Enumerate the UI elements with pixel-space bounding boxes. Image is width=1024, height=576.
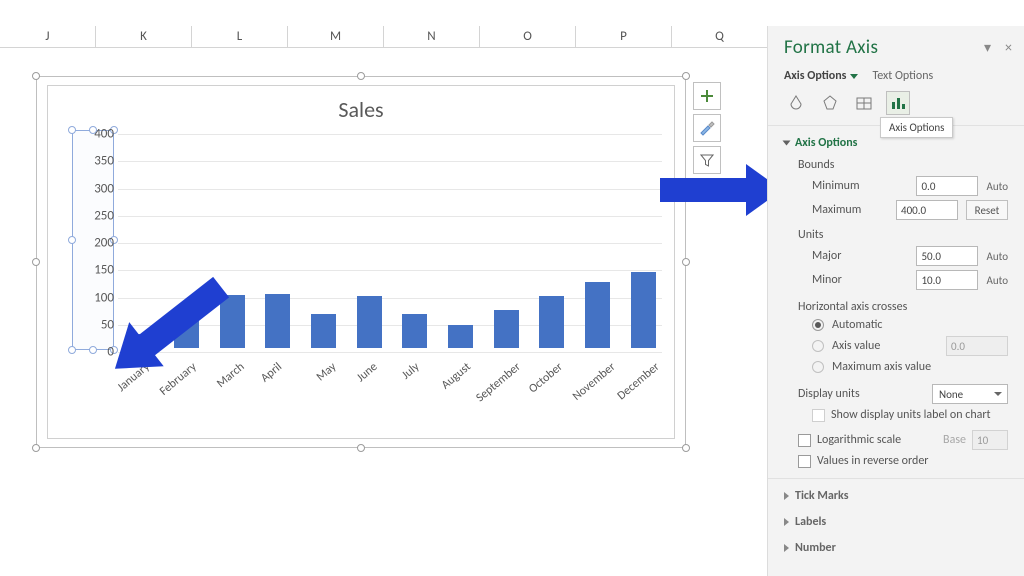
fill-line-icon[interactable]: [784, 91, 808, 115]
section-number[interactable]: Number: [768, 535, 1024, 561]
bar[interactable]: [402, 314, 427, 348]
y-tick-label: 400: [74, 127, 114, 142]
gridline: [118, 243, 662, 244]
bar[interactable]: [357, 296, 382, 348]
log-base-field: [972, 430, 1008, 450]
axis-options-tooltip: Axis Options: [880, 117, 953, 138]
col-O[interactable]: O: [480, 26, 576, 48]
chart-title[interactable]: Sales: [48, 96, 674, 123]
format-axis-pane: Format Axis ▾ × Axis Options Text Option…: [767, 26, 1024, 576]
x-tick-label: December: [615, 360, 663, 403]
minimum-auto-button[interactable]: Auto: [986, 180, 1008, 193]
column-header-row: J K L M N O P Q: [0, 26, 767, 48]
bar[interactable]: [631, 272, 656, 348]
col-N[interactable]: N: [384, 26, 480, 48]
x-tick-label: November: [570, 360, 618, 404]
minor-field[interactable]: [916, 270, 978, 290]
y-tick-label: 200: [74, 236, 114, 251]
y-tick-label: 250: [74, 208, 114, 223]
x-tick-label: April: [258, 360, 285, 385]
pane-close-icon[interactable]: ×: [1005, 39, 1012, 56]
display-units-dropdown[interactable]: None: [932, 384, 1008, 404]
col-L[interactable]: L: [192, 26, 288, 48]
axis-options-icon[interactable]: [886, 91, 910, 115]
minor-auto-button[interactable]: Auto: [986, 274, 1008, 287]
maximum-field[interactable]: [896, 200, 958, 220]
x-tick-label: May: [313, 360, 338, 384]
col-K[interactable]: K: [96, 26, 192, 48]
x-tick-label: October: [526, 360, 565, 396]
minor-label: Minor: [784, 273, 842, 287]
radio-automatic[interactable]: [812, 319, 824, 331]
bar[interactable]: [311, 314, 336, 348]
show-display-units-checkbox: [812, 409, 825, 422]
section-labels[interactable]: Labels: [768, 509, 1024, 535]
effects-icon[interactable]: [818, 91, 842, 115]
tab-axis-options[interactable]: Axis Options: [784, 69, 858, 83]
units-label: Units: [784, 228, 823, 242]
chevron-down-icon: [850, 74, 858, 79]
display-units-label: Display units: [784, 387, 860, 401]
minimum-label: Minimum: [784, 179, 860, 193]
major-auto-button[interactable]: Auto: [986, 250, 1008, 263]
axis-value-field: [946, 336, 1008, 356]
bar[interactable]: [539, 296, 564, 348]
major-label: Major: [784, 249, 841, 263]
x-tick-label: September: [474, 360, 524, 405]
minimum-field[interactable]: [916, 176, 978, 196]
pane-title: Format Axis: [784, 36, 878, 59]
radio-max-axis-value[interactable]: [812, 361, 824, 373]
radio-axis-value[interactable]: [812, 340, 824, 352]
col-P[interactable]: P: [576, 26, 672, 48]
y-tick-label: 150: [74, 263, 114, 278]
y-tick-label: 300: [74, 181, 114, 196]
col-M[interactable]: M: [288, 26, 384, 48]
y-tick-label: 100: [74, 290, 114, 305]
hcrosses-label: Horizontal axis crosses: [784, 300, 907, 314]
section-tick-marks[interactable]: Tick Marks: [768, 483, 1024, 509]
size-props-icon[interactable]: [852, 91, 876, 115]
bar[interactable]: [494, 310, 519, 348]
gridline: [118, 189, 662, 190]
x-tick-label: July: [399, 360, 422, 383]
x-tick-label: June: [354, 360, 380, 385]
maximum-label: Maximum: [784, 203, 861, 217]
y-tick-label: 350: [74, 154, 114, 169]
log-scale-checkbox[interactable]: [798, 434, 811, 447]
chart-styles-button[interactable]: [693, 114, 721, 142]
x-tick-label: August: [438, 360, 473, 392]
col-Q[interactable]: Q: [672, 26, 768, 48]
col-J[interactable]: J: [0, 26, 96, 48]
gridline: [118, 216, 662, 217]
chart-elements-button[interactable]: [693, 82, 721, 110]
pane-dropdown-icon[interactable]: ▾: [984, 39, 991, 56]
gridline: [118, 134, 662, 135]
reverse-checkbox[interactable]: [798, 455, 811, 468]
maximum-reset-button[interactable]: Reset: [966, 200, 1008, 220]
bar[interactable]: [448, 325, 473, 348]
major-field[interactable]: [916, 246, 978, 266]
tab-text-options[interactable]: Text Options: [872, 69, 933, 83]
gridline: [118, 161, 662, 162]
bar[interactable]: [585, 282, 610, 348]
bounds-label: Bounds: [784, 158, 834, 172]
